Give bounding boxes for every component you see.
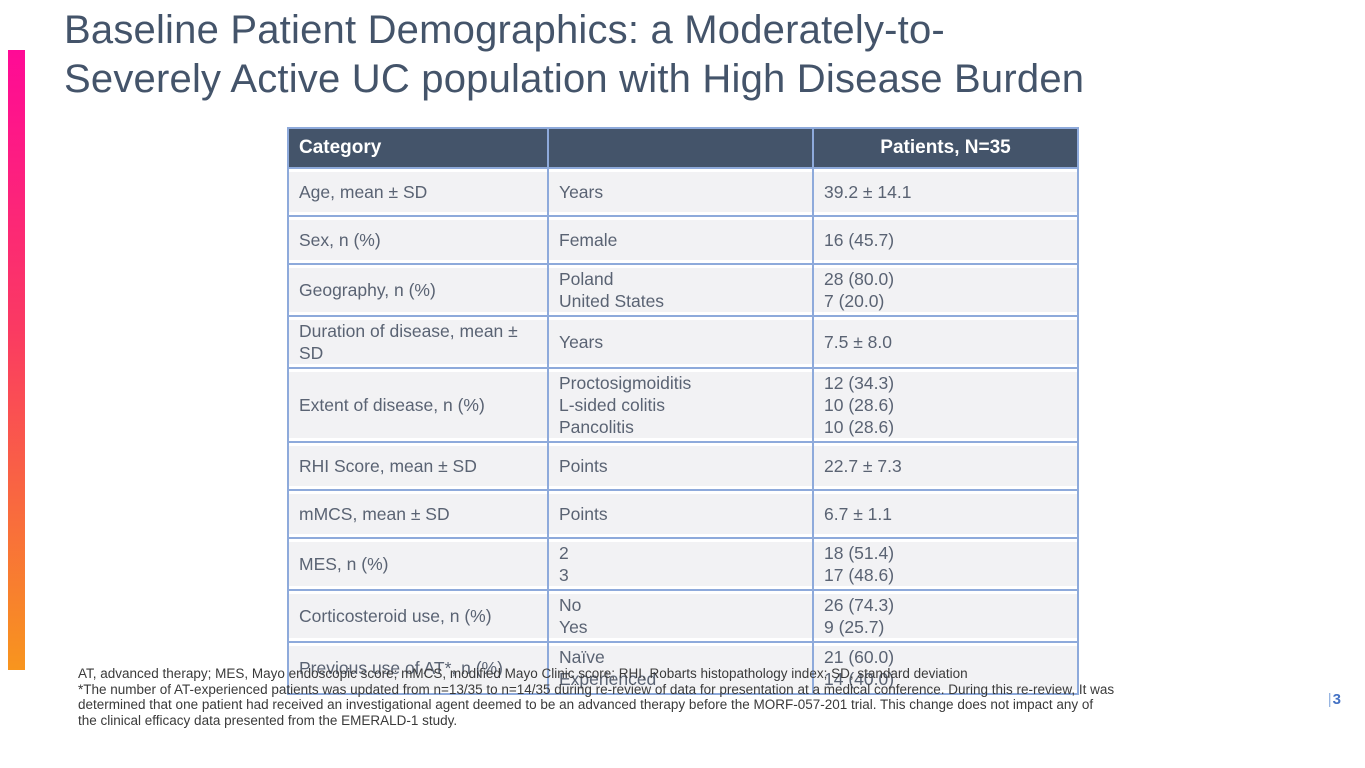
cell-category: Geography, n (%): [287, 263, 549, 317]
table-row: Corticosteroid use, n (%) No Yes 26 (74.3) 9…: [287, 589, 1079, 643]
cell-measure: Proctosigmoiditis L-sided colitis Pancolit…: [547, 367, 814, 443]
cell-category: mMCS, mean ± SD: [287, 489, 549, 539]
cell-line: 9 (25.7): [824, 617, 885, 637]
cell-line: 7.5 ± 8.0: [824, 332, 892, 352]
table-row: mMCS, mean ± SD Points 6.7 ± 1.1: [287, 489, 1079, 539]
cell-line: Female: [559, 230, 618, 250]
cell-line: 16 (45.7): [824, 230, 895, 250]
cell-measure: Naïve Experienced: [547, 641, 814, 695]
cell-line: Years: [559, 332, 604, 352]
cell-line: 21 (60.0): [824, 647, 895, 667]
cell-line: 18 (51.4): [824, 543, 895, 563]
page-title: Baseline Patient Demographics: a Moderat…: [64, 6, 1344, 104]
col-header-patients: Patients, N=35: [812, 127, 1079, 169]
demographics-table: Category Patients, N=35 Age, mean ± SD Ye…: [287, 127, 1079, 695]
table-row: Age, mean ± SD Years 39.2 ± 14.1: [287, 167, 1079, 217]
cell-line: 7 (20.0): [824, 291, 885, 311]
accent-gradient-bar: [8, 50, 25, 670]
table-row: Geography, n (%) Poland United States 28 (8…: [287, 263, 1079, 317]
cell-line: 10 (28.6): [824, 395, 895, 415]
page-number-separator: |: [1327, 691, 1332, 708]
table-row: MES, n (%) 2 3 18 (51.4) 17 (48.6): [287, 537, 1079, 591]
col-header-category: Category: [287, 127, 549, 169]
cell-line: Yes: [559, 617, 588, 637]
cell-category: Previous use of AT*, n (%): [287, 641, 549, 695]
cell-line: Points: [559, 504, 608, 524]
cell-line: Pancolitis: [559, 417, 634, 437]
cell-measure: Points: [547, 489, 814, 539]
cell-line: 28 (80.0): [824, 269, 895, 289]
table-header: Category Patients, N=35: [287, 127, 1079, 169]
footnote-asterisk-line-1: *The number of AT-experienced patients w…: [78, 681, 1115, 697]
cell-measure: Years: [547, 315, 814, 369]
cell-measure: Poland United States: [547, 263, 814, 317]
table-body: Age, mean ± SD Years 39.2 ± 14.1 Sex, n (%)…: [287, 167, 1079, 695]
cell-line: Proctosigmoiditis: [559, 373, 692, 393]
cell-line: 14 (40.0): [824, 669, 895, 689]
footnote-asterisk-line-3: the clinical efficacy data presented fro…: [78, 712, 458, 728]
cell-patients-value: 26 (74.3) 9 (25.7): [812, 589, 1079, 643]
page-number-value: 3: [1332, 691, 1341, 708]
cell-measure: Female: [547, 215, 814, 265]
cell-patients-value: 21 (60.0) 14 (40.0): [812, 641, 1079, 695]
cell-line: 3: [559, 565, 569, 585]
cell-line: 26 (74.3): [824, 595, 895, 615]
table-row: RHI Score, mean ± SD Points 22.7 ± 7.3: [287, 441, 1079, 491]
cell-patients-value: 18 (51.4) 17 (48.6): [812, 537, 1079, 591]
cell-patients-value: 12 (34.3) 10 (28.6) 10 (28.6): [812, 367, 1079, 443]
cell-line: L-sided colitis: [559, 395, 666, 415]
cell-line: 22.7 ± 7.3: [824, 456, 902, 476]
cell-line: Points: [559, 456, 608, 476]
cell-patients-value: 7.5 ± 8.0: [812, 315, 1079, 369]
cell-category: Corticosteroid use, n (%): [287, 589, 549, 643]
table-row: Sex, n (%) Female 16 (45.7): [287, 215, 1079, 265]
footnote-abbreviations: AT, advanced therapy; MES, Mayo endoscop…: [78, 666, 968, 681]
table-row: Duration of disease, mean ± SD Years 7.5 ±…: [287, 315, 1079, 369]
cell-line: Years: [559, 182, 604, 202]
table-row: Extent of disease, n (%) Proctosigmoiditi…: [287, 367, 1079, 443]
footnote-asterisk-line-2: determined that one patient had received…: [78, 697, 1094, 712]
cell-patients-value: 28 (80.0) 7 (20.0): [812, 263, 1079, 317]
cell-category: Age, mean ± SD: [287, 167, 549, 217]
col-header-measure: [547, 127, 814, 169]
cell-measure: No Yes: [547, 589, 814, 643]
demographics-table-container: Category Patients, N=35 Age, mean ± SD Ye…: [287, 127, 1079, 695]
page-title-line-2: Severely Active UC population with High …: [64, 57, 1085, 101]
cell-measure: Years: [547, 167, 814, 217]
cell-line: 10 (28.6): [824, 417, 895, 437]
cell-line: Experienced: [559, 669, 657, 689]
cell-category: Sex, n (%): [287, 215, 549, 265]
cell-line: 39.2 ± 14.1: [824, 182, 912, 202]
footnote: AT, advanced therapy; MES, Mayo endoscop…: [78, 666, 1323, 728]
cell-measure: Points: [547, 441, 814, 491]
cell-line: 17 (48.6): [824, 565, 895, 585]
cell-line: Naïve: [559, 647, 605, 667]
cell-category: Extent of disease, n (%): [287, 367, 549, 443]
cell-line: 6.7 ± 1.1: [824, 504, 892, 524]
cell-patients-value: 16 (45.7): [812, 215, 1079, 265]
table-row: Previous use of AT*, n (%) Naïve Experienc…: [287, 641, 1079, 695]
cell-line: United States: [559, 291, 665, 311]
cell-line: 12 (34.3): [824, 373, 895, 393]
page-number: |3: [1328, 691, 1341, 708]
cell-patients-value: 6.7 ± 1.1: [812, 489, 1079, 539]
cell-category: Duration of disease, mean ± SD: [287, 315, 549, 369]
cell-line: 2: [559, 543, 569, 563]
cell-patients-value: 39.2 ± 14.1: [812, 167, 1079, 217]
table-header-row: Category Patients, N=35: [287, 127, 1079, 169]
cell-line: No: [559, 595, 582, 615]
cell-patients-value: 22.7 ± 7.3: [812, 441, 1079, 491]
cell-category: RHI Score, mean ± SD: [287, 441, 549, 491]
page-title-line-1: Baseline Patient Demographics: a Moderat…: [64, 8, 945, 52]
cell-category: MES, n (%): [287, 537, 549, 591]
cell-line: Poland: [559, 269, 614, 289]
